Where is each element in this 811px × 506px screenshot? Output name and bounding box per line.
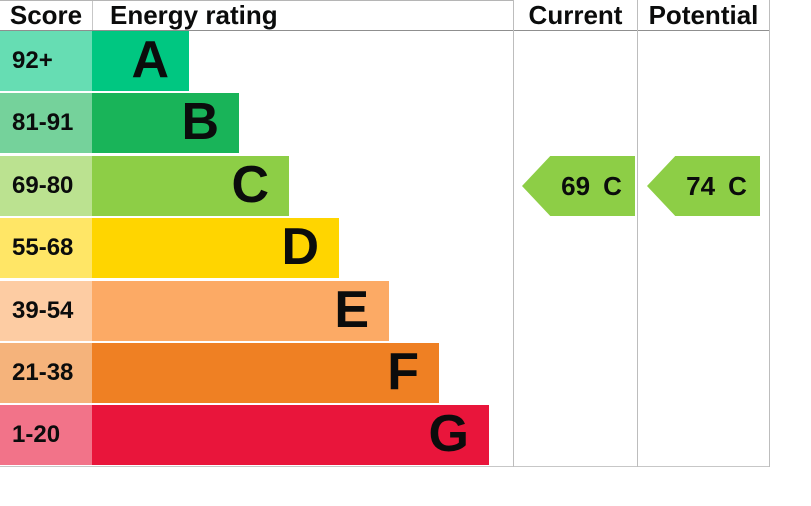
band-row-d: 55-68 D: [0, 218, 489, 279]
band-e-bar: E: [92, 280, 389, 341]
potential-rating-band: C: [728, 171, 747, 201]
potential-rating-arrow: 74 C: [647, 156, 760, 216]
score-column-header: Score: [9, 0, 83, 30]
band-b-bar: B: [92, 93, 239, 154]
band-c-score-range: 69-80: [0, 155, 92, 216]
band-row-c: 69-80 C: [0, 155, 489, 216]
band-rows: 92+ A 81-91 B 69-80 C 55-68 D 39-54 E 21…: [0, 31, 489, 468]
band-row-e: 39-54 E: [0, 280, 489, 341]
table-top-border: [0, 0, 514, 1]
band-row-b: 81-91 B: [0, 93, 489, 154]
potential-column-header: Potential: [648, 0, 759, 30]
band-row-g: 1-20 G: [0, 405, 489, 466]
current-rating-value: 69: [561, 171, 591, 201]
band-d-bar: D: [92, 218, 339, 279]
band-row-a: 92+ A: [0, 31, 489, 91]
header-bottom-border: [0, 30, 770, 31]
epc-energy-rating-chart: Score Energy rating Current Potential 92…: [0, 0, 770, 468]
band-b-score-range: 81-91: [0, 93, 92, 154]
current-column-divider: [513, 0, 514, 467]
table-right-border: [769, 0, 770, 467]
band-f-bar: F: [92, 342, 439, 403]
band-g-score-range: 1-20: [0, 405, 92, 466]
band-c-bar: C: [92, 155, 289, 216]
current-rating-band: C: [603, 171, 622, 201]
table-bottom-border: [0, 466, 770, 467]
potential-rating-value: 74: [686, 171, 716, 201]
potential-column-divider: [637, 0, 638, 467]
band-g-bar: G: [92, 405, 489, 466]
band-f-score-range: 21-38: [0, 342, 92, 403]
score-column-divider: [92, 1, 93, 30]
band-row-f: 21-38 F: [0, 342, 489, 403]
current-column-header: Current: [528, 0, 623, 30]
band-d-score-range: 55-68: [0, 218, 92, 279]
energy-rating-column-header: Energy rating: [110, 0, 278, 30]
current-rating-arrow: 69 C: [522, 156, 635, 216]
band-e-score-range: 39-54: [0, 280, 92, 341]
band-a-bar: A: [92, 31, 189, 91]
band-a-score-range: 92+: [0, 31, 92, 91]
